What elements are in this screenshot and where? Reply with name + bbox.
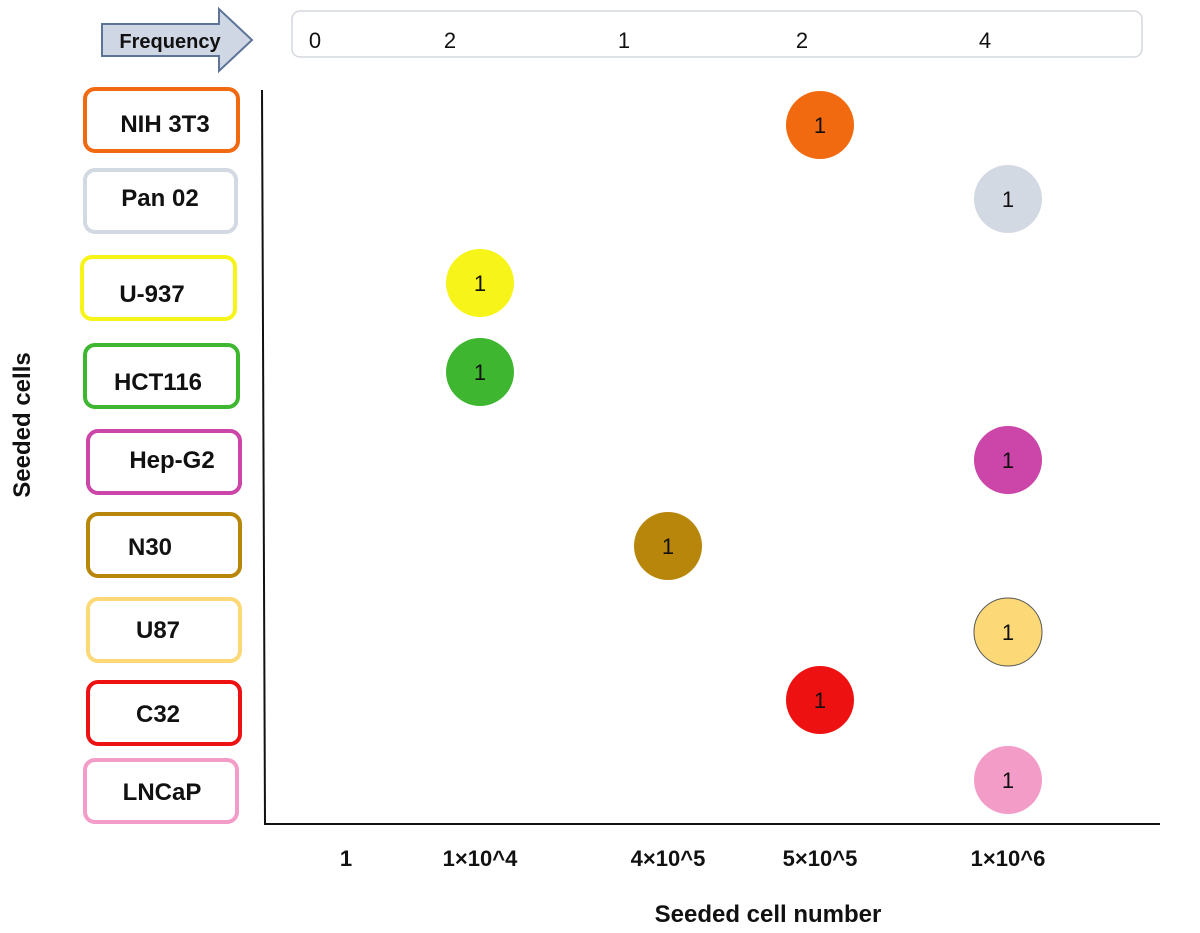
cell-label-text: U87: [136, 617, 180, 644]
cell-label-text: HCT116: [114, 369, 202, 396]
y-axis-line: [261, 89, 266, 825]
frequency-header: Frequency: [101, 6, 254, 74]
cell-label-u87: U87: [86, 597, 242, 663]
x-axis-title: Seeded cell number: [655, 901, 882, 928]
bubble: [634, 512, 702, 580]
cell-label-box: [83, 87, 240, 153]
bubble-label: 1: [1002, 187, 1014, 212]
cell-label-box: [80, 255, 237, 321]
cell-label-text: U-937: [119, 281, 184, 308]
frequency-value: 2: [796, 28, 808, 53]
data-point-n30: 1: [634, 512, 702, 580]
frequency-arrow-icon: [101, 6, 254, 74]
bubble-label: 1: [1002, 620, 1014, 645]
data-point-c32: 1: [786, 666, 854, 734]
cell-label-box: [86, 680, 242, 746]
bubble: [786, 666, 854, 734]
cell-label-n30: N30: [86, 512, 242, 578]
bubble: [974, 746, 1042, 814]
x-tick-label: 5×10^5: [783, 846, 858, 871]
data-point-u-937: 1: [446, 249, 514, 317]
cell-label-hep-g2: Hep-G2: [86, 429, 242, 495]
frequency-value: 2: [444, 28, 456, 53]
cell-label-lncap: LNCaP: [83, 758, 239, 824]
data-point-u87: 1: [973, 597, 1043, 667]
frequency-values: 0 2 1 2 4: [309, 28, 991, 53]
cell-label-box: [83, 168, 238, 234]
data-points: 1 1 1 1 1 1 1 1 1: [446, 91, 1043, 814]
bubble: [446, 338, 514, 406]
cell-label-text: LNCaP: [123, 779, 202, 806]
frequency-value: 4: [979, 28, 991, 53]
cell-label-text: Hep-G2: [129, 447, 214, 474]
data-point-nih-3t3: 1: [786, 91, 854, 159]
x-tick-label: 1: [340, 846, 352, 871]
bubble-label: 1: [814, 113, 826, 138]
cell-label-nih-3t3: NIH 3T3: [83, 87, 240, 153]
cell-label-box: [86, 597, 242, 663]
bubble-label: 1: [662, 534, 674, 559]
frequency-value: 0: [309, 28, 321, 53]
cell-label-hct116: HCT116: [83, 343, 240, 409]
frequency-box: [291, 10, 1143, 58]
x-tick-label: 1×10^4: [443, 846, 518, 871]
data-point-hep-g2: 1: [974, 426, 1042, 494]
data-point-lncap: 1: [974, 746, 1042, 814]
bubble: [973, 597, 1043, 667]
cell-label-box: [83, 343, 240, 409]
cell-label-c32: C32: [86, 680, 242, 746]
cell-label-pan-02: Pan 02: [83, 168, 238, 234]
bubble-label: 1: [474, 271, 486, 296]
cell-label-text: Pan 02: [121, 185, 198, 212]
cell-label-box: [86, 512, 242, 578]
cell-label-u-937: U-937: [80, 255, 237, 321]
bubble-label: 1: [474, 360, 486, 385]
bubble-label: 1: [814, 688, 826, 713]
bubble: [446, 249, 514, 317]
frequency-label: Frequency: [119, 31, 221, 53]
x-tick-labels: 1 1×10^4 4×10^5 5×10^5 1×10^6: [340, 846, 1045, 871]
y-axis-title: Seeded cells: [9, 352, 36, 497]
frequency-value: 1: [618, 28, 630, 53]
bubble-label: 1: [1002, 768, 1014, 793]
bubble: [786, 91, 854, 159]
bubble: [974, 426, 1042, 494]
cell-labels: NIH 3T3 Pan 02 U-937 HCT116 Hep-G2 N30 U87 C32 L…: [80, 87, 242, 824]
cell-label-box: [86, 429, 242, 495]
cell-label-box: [83, 758, 239, 824]
cell-label-text: C32: [136, 701, 180, 728]
x-tick-label: 4×10^5: [631, 846, 706, 871]
data-point-hct116: 1: [446, 338, 514, 406]
x-tick-label: 1×10^6: [971, 846, 1046, 871]
cell-label-text: N30: [128, 534, 172, 561]
bubble-label: 1: [1002, 448, 1014, 473]
cell-label-text: NIH 3T3: [120, 111, 209, 138]
bubble: [974, 165, 1042, 233]
data-point-pan-02: 1: [974, 165, 1042, 233]
